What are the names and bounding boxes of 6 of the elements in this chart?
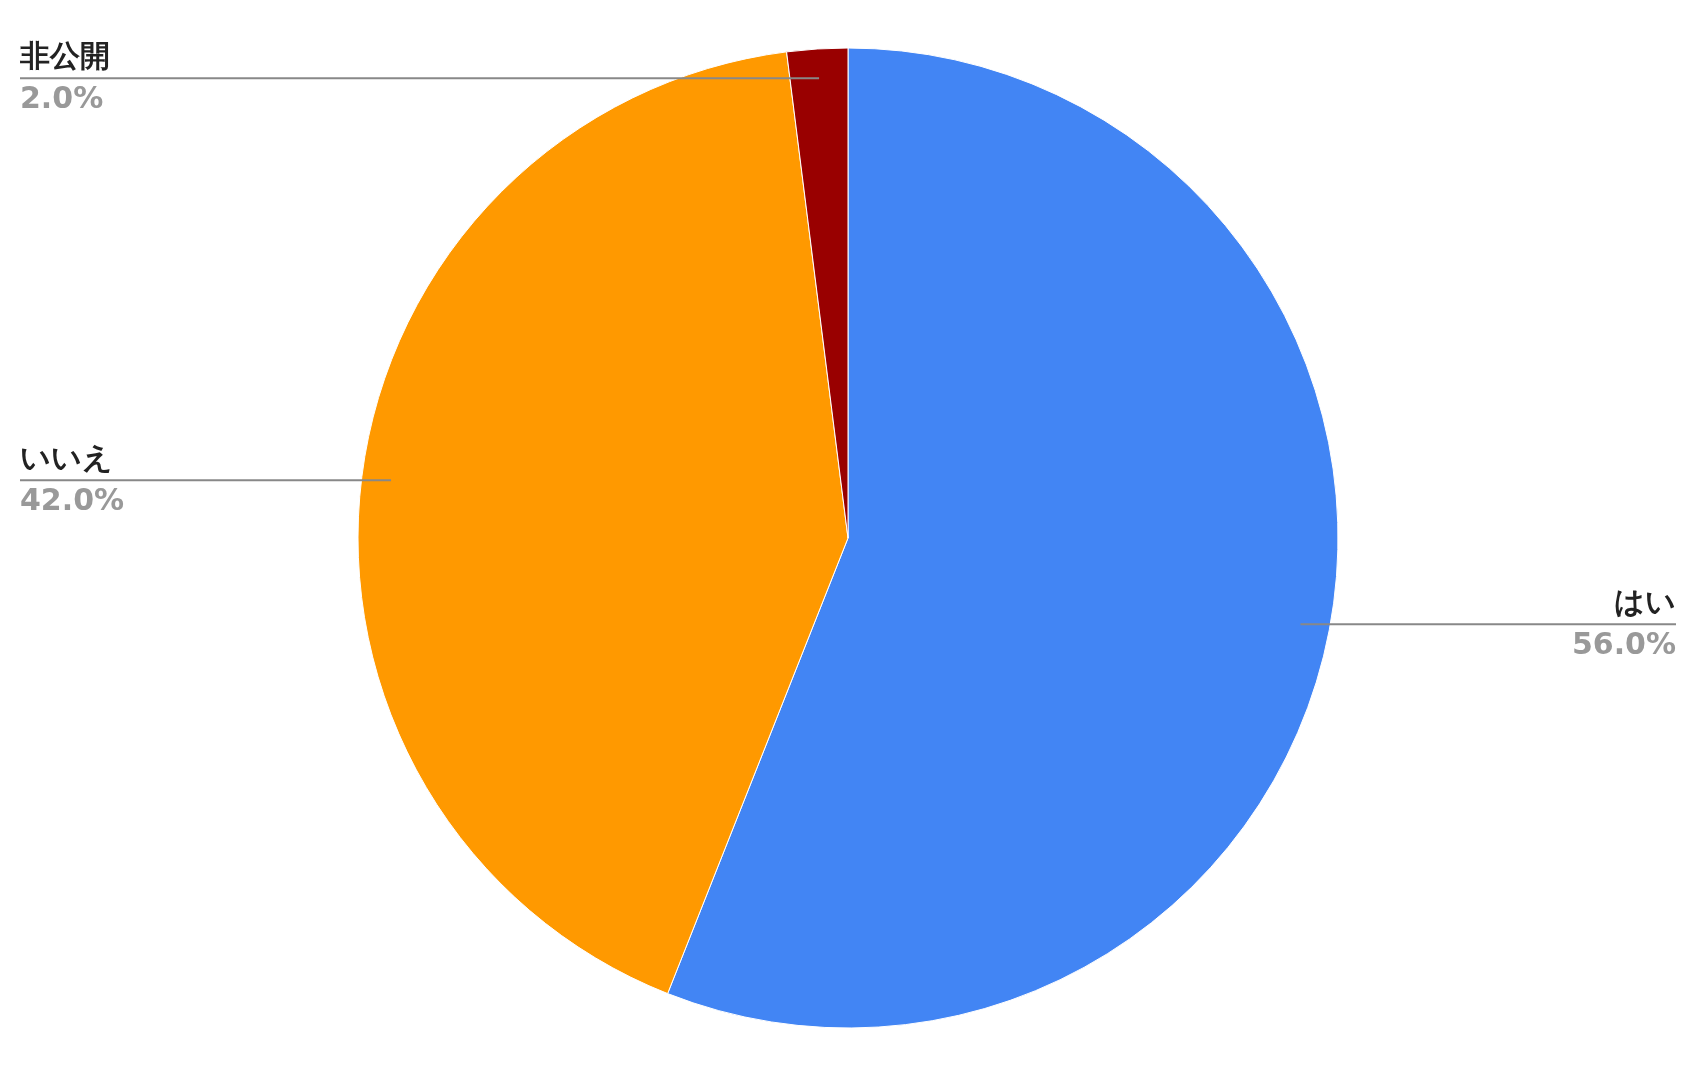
slice-label: 非公開: [19, 38, 110, 74]
slice-label: はい: [1614, 584, 1676, 620]
data-label: 42.0%: [20, 482, 125, 518]
slice-label: いいえ: [20, 440, 113, 476]
data-label: 2.0%: [20, 80, 104, 116]
data-label: 56.0%: [1571, 626, 1676, 662]
